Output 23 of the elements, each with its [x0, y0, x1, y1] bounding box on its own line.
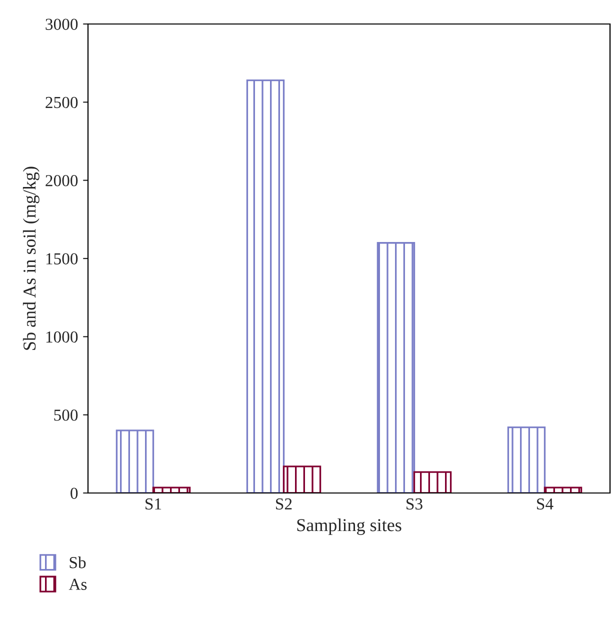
x-tick-label: S4: [537, 498, 554, 510]
y-tick-label: 1500: [46, 253, 78, 264]
bar: [116, 430, 154, 493]
y-tick-label: 500: [54, 410, 78, 421]
bar: [376, 242, 416, 493]
bar: [413, 471, 452, 493]
bar: [246, 79, 285, 493]
y-axis-title: Sb and As in soil (mg/kg): [22, 166, 40, 350]
x-axis-title: Sampling sites: [297, 518, 402, 535]
x-tick-label: S3: [406, 498, 422, 510]
bar: [152, 486, 191, 493]
y-tick-label: 1000: [46, 331, 78, 343]
x-tick-label: S2: [276, 498, 292, 510]
y-tick-label: 2500: [46, 96, 78, 108]
y-tick-label: 2000: [46, 175, 78, 186]
legend-label: As: [68, 578, 87, 590]
bar: [282, 466, 322, 493]
y-tick-label: 0: [70, 488, 78, 499]
y-tick-label: 3000: [46, 18, 78, 30]
bar: [507, 426, 546, 493]
legend-label: Sb: [70, 556, 86, 568]
x-tick-label: S1: [146, 498, 162, 510]
bar: [544, 486, 582, 493]
